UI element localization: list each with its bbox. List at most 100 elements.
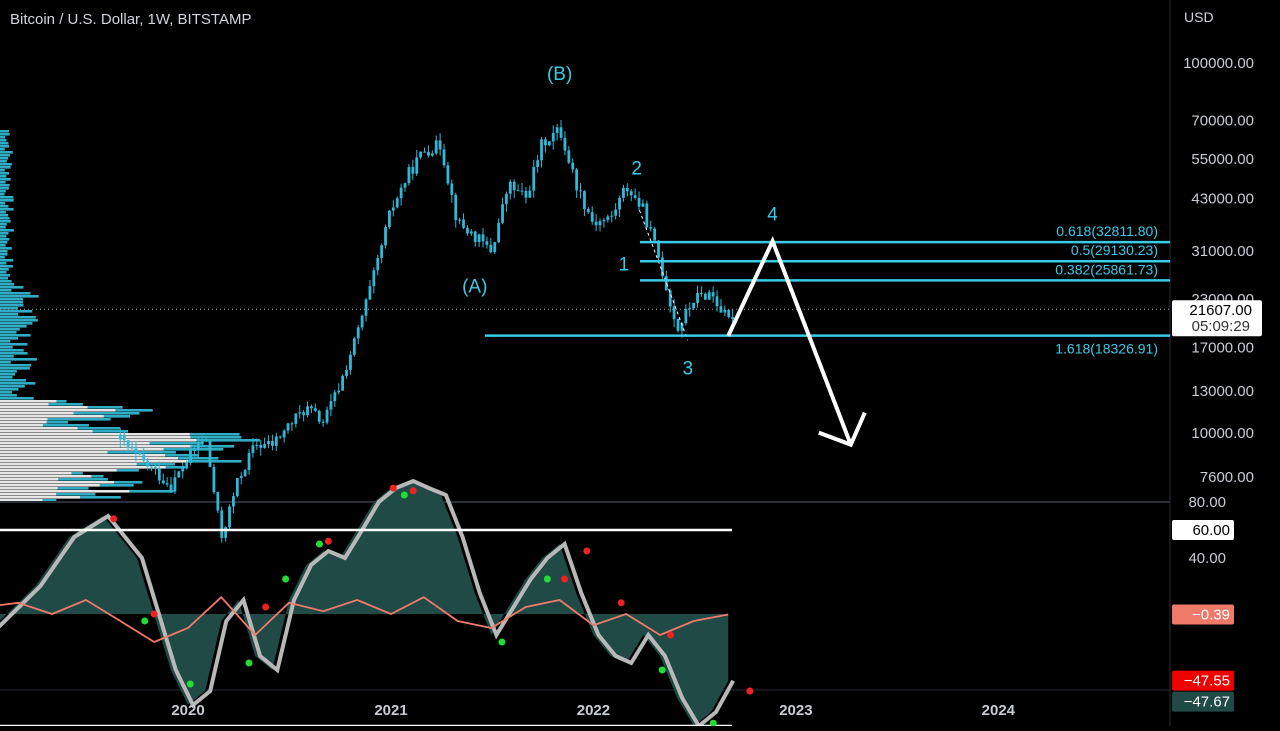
- candle-body: [247, 453, 251, 471]
- volume-bar-tail: [107, 451, 176, 454]
- bull-dot: [186, 680, 194, 688]
- volume-bar-tail: [42, 424, 89, 427]
- candle-body: [711, 292, 715, 297]
- volume-bar: [0, 472, 72, 475]
- candle-body: [434, 140, 438, 154]
- volume-bar: [0, 142, 9, 145]
- bear-dot: [409, 487, 417, 495]
- volume-bar-tail: [73, 412, 140, 415]
- volume-bar: [0, 493, 57, 496]
- candle-body: [723, 309, 727, 313]
- candle-body: [161, 480, 165, 484]
- candle-body: [590, 212, 594, 222]
- candle-body: [154, 466, 157, 469]
- currency-label[interactable]: USD: [1184, 9, 1214, 25]
- volume-bar: [0, 163, 12, 166]
- candle-body: [427, 151, 430, 156]
- osc-badge-teal: [1172, 691, 1234, 712]
- candle-body: [278, 436, 282, 438]
- volume-bar-tail: [57, 487, 89, 490]
- candle-body: [594, 221, 598, 226]
- candle-body: [579, 190, 582, 192]
- volume-bar: [0, 313, 19, 316]
- candle-body: [442, 149, 446, 166]
- volume-bar: [0, 214, 9, 217]
- candle-body: [571, 162, 575, 170]
- candle-body: [411, 167, 415, 174]
- volume-bar: [0, 319, 38, 322]
- wave-label: (A): [462, 276, 487, 297]
- volume-bar: [0, 139, 7, 142]
- candle-body: [629, 191, 633, 196]
- candle-body: [306, 406, 309, 416]
- candle-body: [493, 242, 497, 253]
- price-tick: 43000.00: [1191, 191, 1254, 208]
- last-price-badge: [1172, 300, 1262, 337]
- bull-dot: [543, 575, 551, 583]
- price-tick: 55000.00: [1191, 151, 1254, 168]
- volume-bar: [0, 397, 34, 400]
- candle-body: [302, 412, 306, 416]
- volume-bar: [0, 169, 5, 172]
- candle-body: [329, 401, 333, 410]
- fib-label-1: 0.5(29130.23): [1071, 242, 1158, 258]
- candle-body: [688, 308, 692, 310]
- candle-body: [286, 423, 290, 431]
- candle-body: [583, 191, 586, 209]
- volume-bar-tail: [56, 493, 96, 496]
- candle-body: [349, 354, 352, 370]
- wave-dashed-leg: [639, 210, 689, 341]
- bull-dot: [498, 638, 506, 646]
- candle-body: [243, 470, 247, 477]
- candle-body: [520, 190, 524, 192]
- volume-bar: [0, 283, 15, 286]
- volume-bar: [0, 430, 93, 433]
- candle-body: [150, 466, 153, 468]
- price-tick: 10000.00: [1191, 425, 1254, 442]
- candle-body: [664, 276, 668, 291]
- candle-body: [228, 506, 231, 528]
- volume-bar: [0, 250, 8, 253]
- time-tick: 2021: [374, 702, 407, 719]
- volume-bar: [0, 481, 114, 484]
- volume-bar-tail: [92, 430, 129, 433]
- volume-bar: [0, 292, 31, 295]
- volume-bar-tail: [196, 439, 260, 442]
- candle-body: [388, 210, 391, 228]
- volume-bar: [0, 166, 11, 169]
- candle-body: [384, 227, 387, 246]
- candle-body: [707, 292, 711, 300]
- volume-bar: [0, 262, 7, 265]
- osc-badge-value: −0.39: [1192, 607, 1230, 624]
- volume-bar-tail: [178, 457, 219, 460]
- candle-body: [399, 187, 403, 199]
- candle-body: [224, 527, 228, 538]
- volume-bar: [0, 466, 166, 469]
- volume-bar-tail: [99, 484, 134, 487]
- candle-body: [563, 137, 567, 151]
- wave-label: 2: [631, 158, 642, 179]
- volume-bar-tail: [58, 478, 108, 481]
- candle-body: [700, 293, 703, 295]
- volume-bar: [0, 325, 27, 328]
- volume-bar: [0, 478, 59, 481]
- candle-body: [672, 306, 676, 320]
- volume-bar: [0, 412, 74, 415]
- wave-label: (B): [547, 64, 572, 85]
- bull-dot: [141, 617, 149, 625]
- bear-dot: [324, 537, 332, 545]
- volume-bar: [0, 373, 16, 376]
- candle-body: [200, 440, 204, 445]
- volume-bar: [0, 148, 5, 151]
- candle-body: [481, 234, 485, 242]
- candle-body: [189, 450, 192, 463]
- volume-bar: [0, 358, 37, 361]
- volume-bar-tail: [116, 469, 139, 472]
- candle-body: [602, 220, 606, 222]
- volume-bar: [0, 136, 6, 139]
- candle-body: [645, 203, 649, 228]
- volume-bar: [0, 160, 7, 163]
- projection-path: [726, 236, 853, 446]
